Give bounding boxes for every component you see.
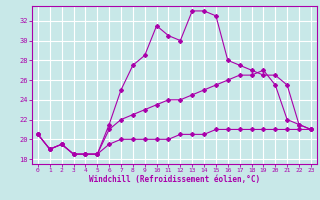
X-axis label: Windchill (Refroidissement éolien,°C): Windchill (Refroidissement éolien,°C)	[89, 175, 260, 184]
